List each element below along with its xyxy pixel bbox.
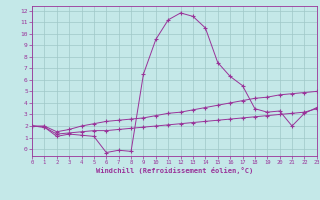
X-axis label: Windchill (Refroidissement éolien,°C): Windchill (Refroidissement éolien,°C) bbox=[96, 167, 253, 174]
